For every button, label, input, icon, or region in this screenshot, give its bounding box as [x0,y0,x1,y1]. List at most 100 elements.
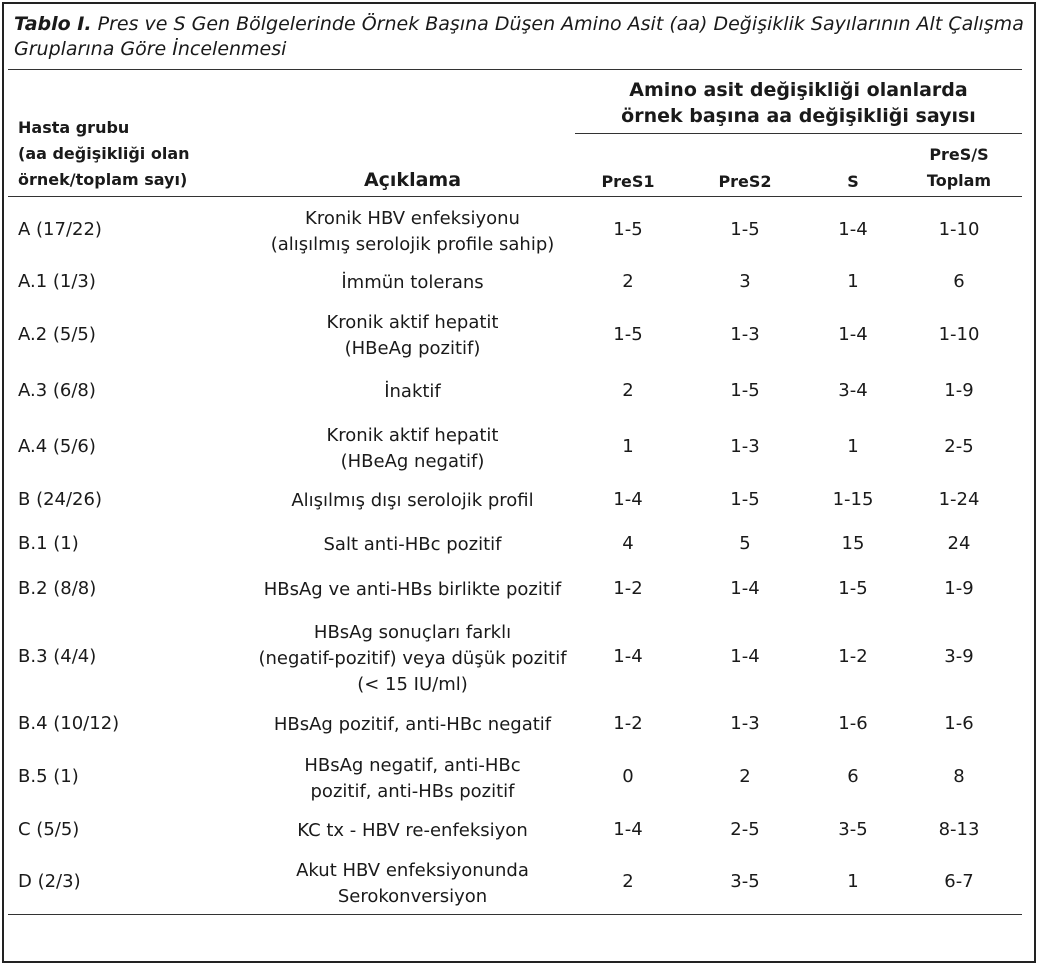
cell-total: 1-6 [944,713,974,734]
header-description: Açıklama [363,169,462,191]
cell-total: 6 [953,271,965,292]
row-group: A.1 (1/3) [18,271,96,292]
top-rule [8,69,1022,70]
bottom-rule [8,914,1022,915]
cell-pres1: 1-4 [613,819,643,840]
cell-pres1: 2 [622,380,634,401]
cell-s: 1-5 [838,578,868,599]
header-s: S [847,172,859,191]
header-rule [8,196,1022,197]
cell-total: 24 [947,533,971,554]
desc-line: (alışılmış serolojik profile sahip) [270,234,555,255]
cell-pres2: 1-3 [730,713,760,734]
row-group: A.4 (5/6) [18,436,96,457]
cell-pres2: 1-4 [730,646,760,667]
cell-total: 1-10 [938,219,980,240]
header-span-line2: örnek başına aa değişikliği sayısı [621,105,976,127]
cell-s: 3-5 [838,819,868,840]
row-group: C (5/5) [18,819,80,840]
cell-pres1: 1 [622,436,634,457]
row-description: KC tx - HBV re-enfeksiyon [215,818,610,844]
cell-total: 1-9 [944,578,974,599]
cell-s: 1-2 [838,646,868,667]
desc-line: (HBeAg negatif) [340,451,485,472]
row-description: HBsAg ve anti-HBs birlikte pozitif [215,577,610,603]
cell-s: 6 [847,766,859,787]
row-description: Salt anti-HBc pozitif [215,532,610,558]
cell-pres2: 5 [739,533,751,554]
cell-pres2: 1-5 [730,380,760,401]
cell-pres1: 1-4 [613,646,643,667]
desc-line: KC tx - HBV re-enfeksiyon [297,820,528,841]
row-description: Alışılmış dışı serolojik profil [215,488,610,514]
header-span-line1: Amino asit değişikliği olanlarda [629,79,968,101]
row-description: Akut HBV enfeksiyonunda Serokonversiyon [215,858,610,910]
cell-s: 1-15 [832,489,874,510]
desc-line: HBsAg pozitif, anti-HBc negatif [273,714,552,735]
row-description: Kronik aktif hepatit (HBeAg negatif) [215,423,610,475]
row-description: İnaktif [215,379,610,405]
row-group: A (17/22) [18,219,102,240]
row-group: A.3 (6/8) [18,380,96,401]
header-pres2: PreS2 [718,172,772,191]
row-description: Kronik aktif hepatit (HBeAg pozitif) [215,310,610,362]
cell-total: 8 [953,766,965,787]
desc-line: pozitif, anti-HBs pozitif [310,781,515,802]
desc-line: Serokonversiyon [337,886,488,907]
row-group: B.5 (1) [18,766,79,787]
row-description: İmmün tolerans [215,270,610,296]
header-group-line1: Hasta grubu [18,118,130,137]
table-caption: Tablo I. Pres ve S Gen Bölgelerinde Örne… [14,12,1024,62]
row-group: A.2 (5/5) [18,324,96,345]
cell-total: 3-9 [944,646,974,667]
desc-line: Kronik aktif hepatit [326,312,499,333]
cell-pres2: 1-5 [730,219,760,240]
cell-pres1: 2 [622,871,634,892]
cell-s: 1-6 [838,713,868,734]
desc-line: Akut HBV enfeksiyonunda [296,860,529,881]
cell-pres2: 2 [739,766,751,787]
cell-s: 1 [847,871,859,892]
cell-pres1: 1-5 [613,219,643,240]
desc-line: HBsAg sonuçları farklı [313,622,512,643]
cell-s: 1 [847,436,859,457]
desc-line: İnaktif [384,381,441,402]
desc-line: HBsAg negatif, anti-HBc [304,755,521,776]
desc-line: Kronik aktif hepatit [326,425,499,446]
row-group: B.3 (4/4) [18,646,97,667]
desc-line: HBsAg ve anti-HBs birlikte pozitif [263,579,562,600]
cell-pres2: 1-5 [730,489,760,510]
cell-total: 1-9 [944,380,974,401]
row-group: B (24/26) [18,489,102,510]
cell-pres1: 1-5 [613,324,643,345]
cell-pres1: 1-2 [613,578,643,599]
cell-pres1: 0 [622,766,634,787]
desc-line: (HBeAg pozitif) [344,338,481,359]
header-total-line2: Toplam [926,171,992,190]
header-group-line3: örnek/toplam sayı) [18,170,188,189]
row-group: D (2/3) [18,871,81,892]
cell-total: 1-24 [938,489,980,510]
desc-line: Kronik HBV enfeksiyonu [305,208,520,229]
row-description: Kronik HBV enfeksiyonu (alışılmış serolo… [215,206,610,258]
cell-s: 15 [841,533,865,554]
cell-pres1: 1-2 [613,713,643,734]
cell-total: 8-13 [938,819,980,840]
cell-pres1: 2 [622,271,634,292]
caption-text: Pres ve S Gen Bölgelerinde Örnek Başına … [14,13,1024,60]
desc-line: İmmün tolerans [341,272,484,293]
cell-pres2: 2-5 [730,819,760,840]
row-group: B.4 (10/12) [18,713,120,734]
cell-s: 3-4 [838,380,868,401]
cell-s: 1 [847,271,859,292]
desc-line: (negatif-pozitif) veya düşük pozitif [258,648,567,669]
cell-total: 6-7 [944,871,974,892]
cell-pres2: 1-3 [730,436,760,457]
header-span-rule [575,133,1022,134]
cell-total: 2-5 [944,436,974,457]
cell-pres2: 3-5 [730,871,760,892]
row-description: HBsAg sonuçları farklı (negatif-pozitif)… [215,620,610,698]
cell-pres1: 1-4 [613,489,643,510]
cell-s: 1-4 [838,219,868,240]
